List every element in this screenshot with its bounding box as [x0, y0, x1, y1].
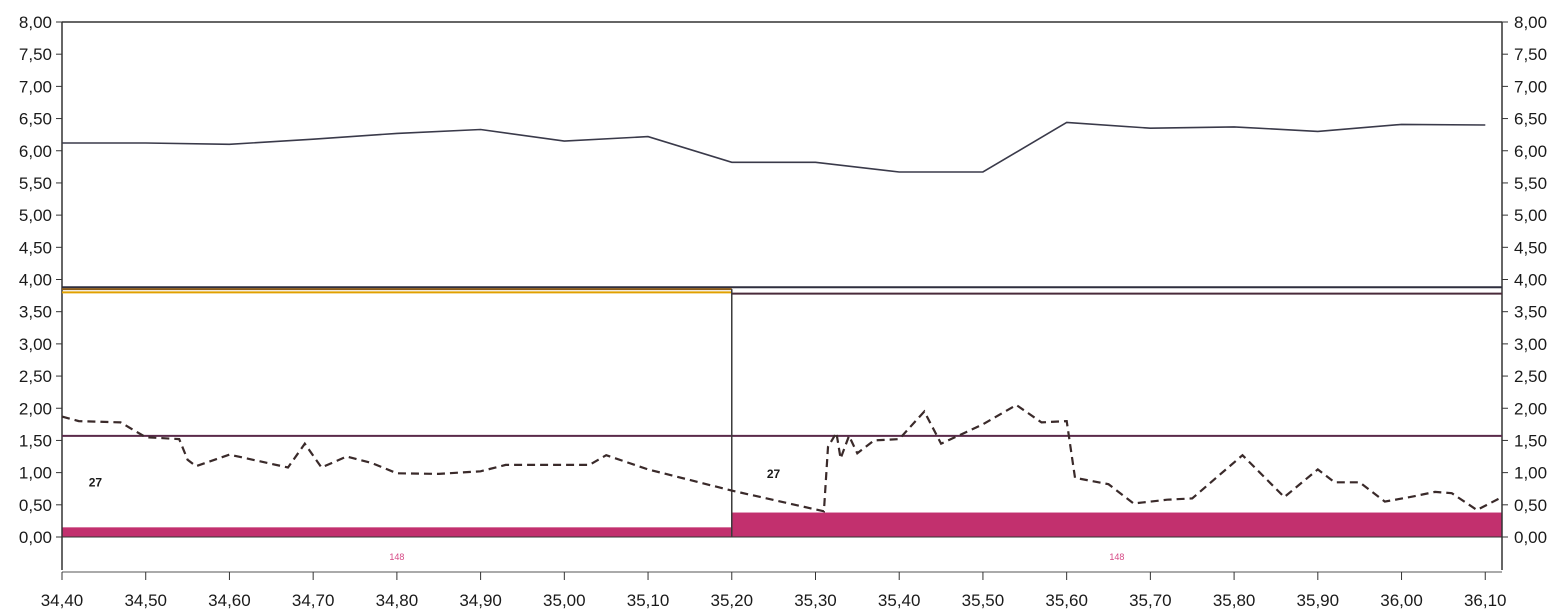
- y-tick-label-left: 0,00: [19, 528, 52, 547]
- y-tick-label-left: 4,00: [19, 271, 52, 290]
- x-tick-label: 35,10: [627, 591, 670, 610]
- y-tick-label-left: 3,50: [19, 303, 52, 322]
- x-tick-label: 34,90: [459, 591, 502, 610]
- y-tick-label-right: 2,50: [1514, 367, 1547, 386]
- y-tick-label-right: 2,00: [1514, 399, 1547, 418]
- y-tick-label-left: 7,50: [19, 45, 52, 64]
- x-tick-label: 34,40: [41, 591, 84, 610]
- point-annotation: 27: [767, 467, 781, 481]
- x-tick-label: 36,00: [1380, 591, 1423, 610]
- y-tick-label-left: 6,50: [19, 110, 52, 129]
- x-tick-label: 35,90: [1297, 591, 1340, 610]
- band-label: 148: [389, 552, 404, 562]
- y-tick-label-left: 5,50: [19, 174, 52, 193]
- x-tick-label: 34,70: [292, 591, 335, 610]
- x-tick-label: 34,50: [124, 591, 167, 610]
- point-annotation: 27: [89, 475, 103, 489]
- y-tick-label-right: 3,00: [1514, 335, 1547, 354]
- y-tick-label-right: 5,00: [1514, 206, 1547, 225]
- annotations-layer: 27 27 148 148: [89, 467, 1125, 562]
- reference-lines-layer: [62, 286, 1502, 537]
- marker-bars-layer: [62, 512, 1502, 537]
- x-tick-label: 35,30: [794, 591, 837, 610]
- y-tick-label-left: 3,00: [19, 335, 52, 354]
- y-tick-label-left: 1,00: [19, 464, 52, 483]
- y-tick-label-left: 5,00: [19, 206, 52, 225]
- x-tick-label: 35,40: [878, 591, 921, 610]
- x-tick-label: 35,00: [543, 591, 586, 610]
- band-label: 148: [1109, 552, 1124, 562]
- x-tick-label: 34,80: [376, 591, 419, 610]
- axes-layer: 0,00 0,00 0,50 0,50 1,00 1,00 1,50 1,50 2,00 2,00…: [19, 13, 1547, 610]
- x-tick-label: 35,80: [1213, 591, 1256, 610]
- y-tick-label-right: 6,50: [1514, 110, 1547, 129]
- y-tick-label-right: 5,50: [1514, 174, 1547, 193]
- y-tick-label-right: 4,50: [1514, 238, 1547, 257]
- plot-frame: [61, 21, 1503, 573]
- y-tick-label-right: 4,00: [1514, 271, 1547, 290]
- x-tick-label: 34,60: [208, 591, 251, 610]
- y-tick-label-right: 0,50: [1514, 496, 1547, 515]
- x-tick-label: 36,10: [1464, 591, 1507, 610]
- x-tick-label: 35,70: [1129, 591, 1172, 610]
- y-tick-label-left: 1,50: [19, 431, 52, 450]
- marker-bar: [731, 512, 1502, 537]
- y-tick-label-right: 7,50: [1514, 45, 1547, 64]
- x-tick-label: 35,20: [710, 591, 753, 610]
- marker-bar: [62, 527, 732, 537]
- y-tick-label-right: 1,00: [1514, 464, 1547, 483]
- y-tick-label-left: 2,00: [19, 399, 52, 418]
- y-tick-label-right: 0,00: [1514, 528, 1547, 547]
- y-tick-label-left: 6,00: [19, 142, 52, 161]
- y-tick-label-right: 1,50: [1514, 431, 1547, 450]
- y-tick-label-right: 6,00: [1514, 142, 1547, 161]
- y-tick-label-right: 7,00: [1514, 77, 1547, 96]
- y-tick-label-left: 4,50: [19, 238, 52, 257]
- series-layer: [61, 121, 1503, 513]
- x-tick-label: 35,60: [1045, 591, 1088, 610]
- y-tick-label-right: 8,00: [1514, 13, 1547, 32]
- y-tick-label-left: 2,50: [19, 367, 52, 386]
- dashed-series-line: [61, 403, 1503, 513]
- y-tick-label-left: 7,00: [19, 77, 52, 96]
- y-tick-label-left: 0,50: [19, 496, 52, 515]
- x-tick-label: 35,50: [962, 591, 1005, 610]
- y-tick-label-left: 8,00: [19, 13, 52, 32]
- solid-series-line: [62, 121, 1486, 173]
- y-tick-label-right: 3,50: [1514, 303, 1547, 322]
